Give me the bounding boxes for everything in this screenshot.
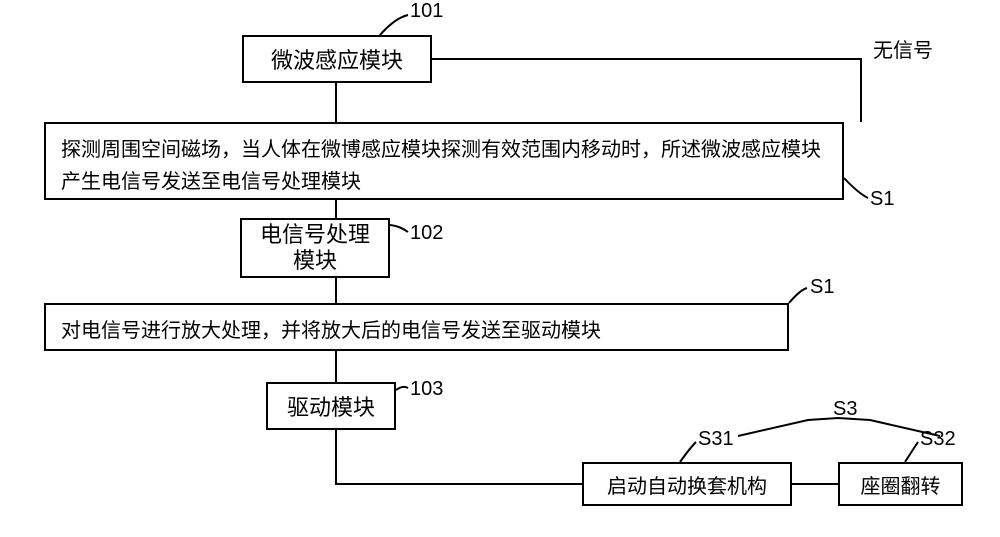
connector-v4 [335,351,337,382]
label-s1a: S1 [870,188,894,211]
s1a-description-box: 探测周围空间磁场，当人体在微博感应模块探测有效范围内移动时，所述微波感应模块产生… [44,122,844,200]
connector-h1 [335,483,582,485]
seat-flip-box: 座圈翻转 [838,462,963,506]
label-s1b: S1 [810,276,834,299]
driver-module-box: 驱动模块 [266,382,396,430]
label-102: 102 [410,222,443,245]
auto-cover-box: 启动自动换套机构 [582,462,792,506]
label-s3: S3 [833,398,857,421]
label-no-signal: 无信号 [873,34,933,63]
callout-101 [0,0,1000,537]
connector-v1 [335,83,337,122]
label-101: 101 [410,0,443,23]
connector-nosig-h [432,58,862,60]
connector-v3 [335,278,337,303]
label-s32: S32 [920,428,956,451]
connector-v5 [335,430,337,484]
connector-h2 [792,483,838,485]
signal-processing-box: 电信号处理模块 [240,218,390,278]
connector-nosig-v [860,58,862,122]
label-s31: S31 [698,428,734,451]
connector-v2 [335,200,337,218]
label-103: 103 [410,378,443,401]
microwave-sensor-box: 微波感应模块 [242,35,432,83]
signal-processing-label: 电信号处理模块 [254,222,376,275]
s1b-description-box: 对电信号进行放大处理，并将放大后的电信号发送至驱动模块 [44,303,789,351]
